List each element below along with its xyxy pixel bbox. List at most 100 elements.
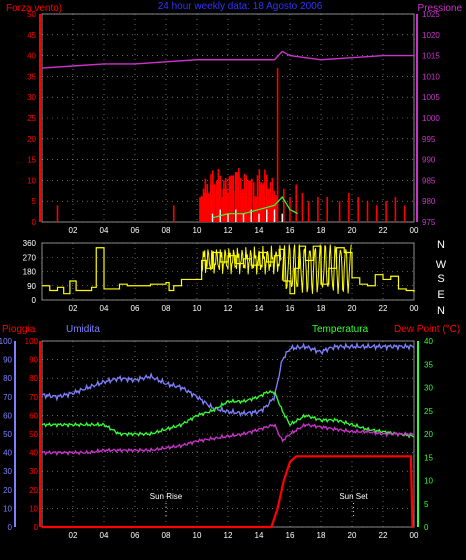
pressure-y-tick: 1000 <box>422 114 440 123</box>
pressure-y-tick: 1025 <box>422 10 440 19</box>
dewpoint-line <box>41 422 415 456</box>
rain-y-tick: 0 <box>8 523 13 532</box>
x-tick-label: 22 <box>379 226 388 235</box>
x-tick-label: 02 <box>69 226 78 235</box>
x-tick-label: 10 <box>193 531 202 540</box>
x-tick-label: 08 <box>162 531 171 540</box>
x-tick-label: 00 <box>410 304 419 313</box>
x-tick-label: 12 <box>224 531 233 540</box>
direction-y-tick: 180 <box>23 268 37 277</box>
wind-direction-line <box>42 245 415 295</box>
temp-y-tick: 0 <box>424 523 429 532</box>
x-tick-label: 06 <box>131 226 140 235</box>
x-tick-label: 04 <box>100 304 109 313</box>
x-tick-label: 00 <box>410 531 419 540</box>
humidity-y-tick: 0 <box>34 523 39 532</box>
x-tick-label: 10 <box>193 226 202 235</box>
rain-y-tick: 30 <box>3 467 12 476</box>
x-tick-label: 16 <box>286 531 295 540</box>
wind-y-tick: 10 <box>27 176 36 185</box>
x-tick-label: 14 <box>255 304 264 313</box>
x-tick-label: 20 <box>348 531 357 540</box>
x-tick-label: 18 <box>317 531 326 540</box>
temp-y-tick: 40 <box>424 337 433 346</box>
x-tick-label: 20 <box>348 304 357 313</box>
sun-annotation: Sun Rise <box>150 492 183 501</box>
pressure-axis-label: Pressione <box>418 3 463 14</box>
humidity-line <box>41 341 415 418</box>
humidity-y-tick: 80 <box>29 374 38 383</box>
compass-label: N <box>437 305 445 317</box>
pressure-y-tick: 1010 <box>422 72 440 81</box>
rain-y-tick: 90 <box>3 356 12 365</box>
x-tick-label: 14 <box>255 226 264 235</box>
x-tick-label: 06 <box>131 531 140 540</box>
temp-y-tick: 35 <box>424 360 433 369</box>
wind-y-tick: 30 <box>27 93 36 102</box>
wind-y-tick: 45 <box>27 31 36 40</box>
pressure-y-tick: 1020 <box>422 31 440 40</box>
chart-title: 24 hour weekly data: 18 Agosto 2006 <box>158 1 323 12</box>
rain-line <box>42 455 414 529</box>
x-tick-label: 18 <box>317 226 326 235</box>
temp-y-tick: 15 <box>424 453 433 462</box>
humidity-y-tick: 60 <box>29 411 38 420</box>
wind-y-tick: 15 <box>27 156 36 165</box>
x-tick-label: 16 <box>286 226 295 235</box>
temp-y-tick: 20 <box>424 430 433 439</box>
pressure-y-tick: 975 <box>422 218 436 227</box>
wind-y-tick: 25 <box>27 114 36 123</box>
wind-y-tick: 40 <box>27 52 36 61</box>
compass-label: W <box>436 259 447 271</box>
x-tick-label: 02 <box>69 531 78 540</box>
humidity-y-tick: 10 <box>29 504 38 513</box>
x-tick-label: 10 <box>193 304 202 313</box>
x-tick-label: 14 <box>255 531 264 540</box>
direction-y-tick: 270 <box>23 253 37 262</box>
wind-average-line <box>212 196 299 219</box>
x-tick-label: 16 <box>286 304 295 313</box>
wind-y-tick: 50 <box>27 10 36 19</box>
x-tick-label: 18 <box>317 304 326 313</box>
x-tick-label: 22 <box>379 531 388 540</box>
humidity-y-tick: 30 <box>29 467 38 476</box>
temperature-line <box>41 389 415 439</box>
x-tick-label: 12 <box>224 304 233 313</box>
x-tick-label: 12 <box>224 226 233 235</box>
rain-y-tick: 80 <box>3 374 12 383</box>
x-tick-label: 22 <box>379 304 388 313</box>
humidity-y-tick: 50 <box>29 430 38 439</box>
x-tick-label: 04 <box>100 531 109 540</box>
rain-y-tick: 60 <box>3 411 12 420</box>
temp-y-tick: 10 <box>424 477 433 486</box>
sun-annotation: Sun Set <box>339 492 368 501</box>
x-tick-label: 04 <box>100 226 109 235</box>
direction-y-tick: 360 <box>23 239 37 248</box>
compass-label: S <box>437 273 444 285</box>
wind-y-tick: 20 <box>27 135 36 144</box>
humidity-axis-label: Umidita <box>66 324 100 335</box>
humidity-y-tick: 20 <box>29 486 38 495</box>
wind-y-tick: 5 <box>32 197 37 206</box>
wind-direction-dense <box>201 245 282 275</box>
direction-y-tick: 90 <box>27 282 36 291</box>
temp-y-tick: 30 <box>424 384 433 393</box>
x-tick-label: 00 <box>410 226 419 235</box>
pressure-y-tick: 980 <box>422 197 436 206</box>
pressure-y-tick: 995 <box>422 135 436 144</box>
rain-y-tick: 40 <box>3 449 12 458</box>
rain-y-tick: 20 <box>3 486 12 495</box>
rain-y-tick: 100 <box>0 337 13 346</box>
pressure-y-tick: 1005 <box>422 93 440 102</box>
x-tick-label: 20 <box>348 226 357 235</box>
humidity-y-tick: 40 <box>29 449 38 458</box>
wind-direction-dense <box>281 244 352 295</box>
wind-axis-label: Forza vento) <box>6 3 62 14</box>
temperature-axis-label: Temperatura <box>312 324 369 335</box>
rain-axis-label: Pioggia <box>2 324 36 335</box>
temp-y-tick: 25 <box>424 407 433 416</box>
dewpoint-axis-label: Dew Point (°C) <box>394 324 460 335</box>
wind-y-tick: 0 <box>32 218 37 227</box>
